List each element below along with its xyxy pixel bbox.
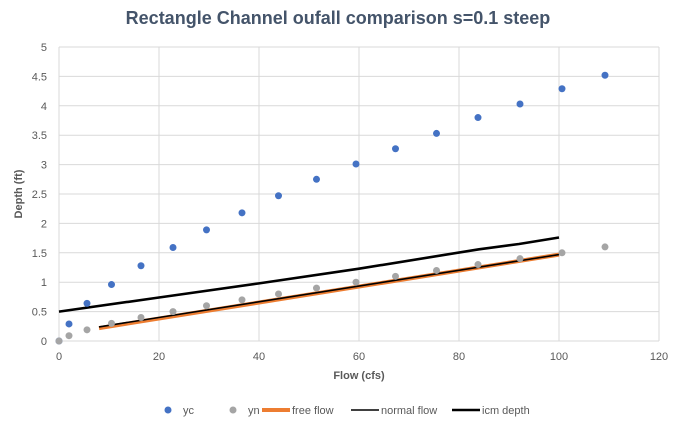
- y-tick-label: 4: [41, 101, 47, 113]
- yn-point: [203, 302, 210, 310]
- x-axis-title: Flow (cfs): [333, 370, 385, 382]
- yc-point: [516, 100, 524, 108]
- yn-point: [137, 313, 145, 321]
- yn-point: [474, 261, 482, 269]
- yc-point: [474, 114, 482, 122]
- y-tick-label: 1: [41, 277, 47, 289]
- y-tick-label: 5: [41, 42, 47, 54]
- yc-point: [352, 160, 360, 168]
- yn-point: [313, 284, 320, 292]
- x-tick-label: 100: [550, 351, 568, 363]
- y-tick-label: 0.5: [32, 307, 47, 319]
- legend-swatch-yc: [164, 406, 172, 414]
- plot-series: [55, 71, 609, 345]
- y-tick-label: 3.5: [32, 130, 47, 142]
- y-tick-label: 3: [41, 160, 47, 172]
- x-tick-label: 40: [253, 351, 265, 363]
- yn-point: [558, 249, 566, 257]
- x-tick-label: 60: [353, 351, 365, 363]
- chart-title: Rectangle Channel oufall comparison s=0.…: [125, 8, 551, 28]
- legend-label-free-flow: free flow: [292, 405, 334, 417]
- yn-point: [55, 337, 63, 345]
- x-tick-label: 0: [56, 351, 62, 363]
- yn-point: [516, 255, 524, 263]
- normal-flow-line: [98, 253, 560, 328]
- y-tick-label: 0: [41, 336, 47, 348]
- yn-point: [65, 332, 73, 340]
- yn-point: [238, 296, 246, 304]
- y-tick-label: 4.5: [32, 71, 47, 83]
- legend-label-yc: yc: [183, 405, 195, 417]
- yc-point: [203, 226, 210, 234]
- yc-point: [65, 320, 73, 328]
- yn-point: [433, 266, 440, 274]
- x-tick-label: 120: [650, 351, 668, 363]
- y-tick-label: 2: [41, 218, 47, 230]
- yc-point: [137, 262, 145, 270]
- x-tick-label: 80: [453, 351, 465, 363]
- yc-point: [169, 244, 177, 252]
- yn-point: [392, 272, 399, 280]
- legend-label-normal-flow: normal flow: [381, 405, 437, 417]
- yn-point: [83, 326, 91, 334]
- axes: 0 0.5 1 1.5 2 2.5 3 3.5 4 4.5 5 0 20 40 60 80 100 120 Flow…: [13, 42, 668, 382]
- x-tick-label: 20: [153, 351, 165, 363]
- yn-point: [275, 290, 282, 298]
- yc-point: [313, 175, 320, 183]
- yn-point: [352, 278, 360, 286]
- y-tick-label: 2.5: [32, 189, 47, 201]
- yn-point: [601, 243, 609, 251]
- yn-point: [169, 308, 177, 316]
- yn-point: [108, 319, 115, 327]
- legend-label-yn: yn: [248, 405, 260, 417]
- yc-point: [108, 281, 115, 289]
- yc-point: [275, 192, 282, 200]
- y-tick-label: 1.5: [32, 248, 47, 260]
- yc-point: [558, 85, 566, 93]
- yc-point: [238, 209, 246, 217]
- yc-point: [601, 71, 609, 79]
- legend: yc yn free flow normal flow icm depth: [164, 405, 530, 417]
- y-axis-title: Depth (ft): [13, 169, 25, 218]
- yc-point: [433, 129, 440, 137]
- legend-label-icm-depth: icm depth: [482, 405, 530, 417]
- yc-point: [392, 145, 399, 153]
- legend-swatch-yn: [229, 406, 237, 414]
- icm-depth-line: [58, 236, 560, 313]
- yc-point: [83, 299, 91, 307]
- gridlines: [58, 46, 660, 342]
